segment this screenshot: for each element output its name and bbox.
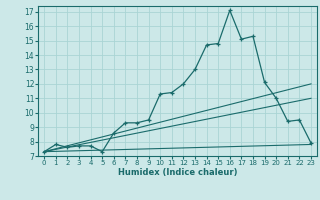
- X-axis label: Humidex (Indice chaleur): Humidex (Indice chaleur): [118, 168, 237, 177]
